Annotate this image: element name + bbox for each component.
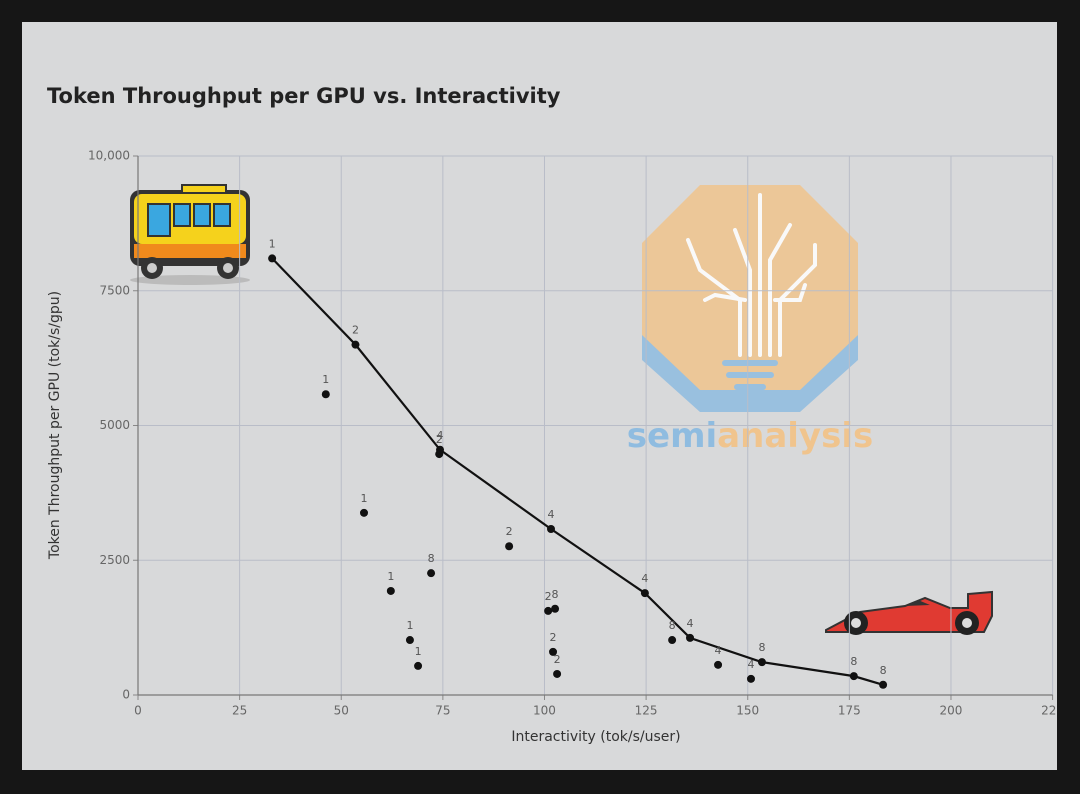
plot-area: 0 2500 5000 7500 10,000 0 25 50 75 100 125 150 175 20… (88, 149, 1064, 718)
data-point (757, 658, 766, 667)
point-label: 1 (322, 373, 329, 386)
point-label: 1 (269, 237, 276, 250)
data-point (268, 254, 277, 263)
point-label: 2 (436, 433, 443, 446)
point-label: 4 (437, 429, 444, 442)
watermark-logo (642, 185, 858, 412)
data-point (551, 604, 560, 613)
point-label: 4 (747, 658, 754, 671)
data-point (879, 680, 888, 689)
x-tick-label: 125 (635, 704, 658, 718)
point-label: 8 (669, 619, 676, 632)
x-tick-label: 75 (435, 704, 450, 718)
point-label: 1 (406, 619, 413, 632)
point-label: 4 (715, 644, 722, 657)
y-tick-label: 0 (122, 688, 130, 702)
data-point (714, 660, 723, 669)
data-point (668, 636, 677, 645)
watermark-text: semianalysis (627, 416, 873, 456)
data-point (386, 586, 395, 595)
data-point (405, 636, 414, 645)
x-tick-label: 50 (334, 704, 349, 718)
x-tick-label: 150 (736, 704, 759, 718)
point-label: 8 (758, 641, 765, 654)
watermark-part: analysis (717, 416, 873, 456)
data-point (746, 674, 755, 683)
watermark-part: semi (627, 416, 717, 456)
x-tick-label: 200 (940, 704, 963, 718)
point-label: 1 (387, 570, 394, 583)
y-tick-label: 5000 (99, 418, 130, 432)
data-point (640, 589, 649, 598)
x-tick-label: 100 (533, 704, 556, 718)
point-label: 1 (361, 492, 368, 505)
point-label: 8 (850, 655, 857, 668)
point-label: 4 (687, 617, 694, 630)
y-tick-label: 10,000 (88, 149, 130, 163)
data-point (849, 672, 858, 681)
data-point (427, 569, 436, 578)
point-label: 4 (641, 572, 648, 585)
data-point (553, 669, 562, 678)
point-label: 1 (415, 645, 422, 658)
data-point (351, 340, 360, 349)
y-axis-label: Token Throughput per GPU (tok/s/gpu) (47, 291, 63, 560)
x-tick-label: 25 (232, 704, 247, 718)
data-point (505, 542, 514, 551)
point-label: 2 (550, 631, 557, 644)
y-tick-label: 2500 (99, 553, 130, 567)
data-point (544, 606, 553, 615)
data-point (321, 390, 330, 399)
point-label: 4 (547, 508, 554, 521)
point-label: 2 (545, 590, 552, 603)
point-label: 8 (880, 664, 887, 677)
point-label: 2 (506, 525, 513, 538)
panel (22, 22, 1057, 770)
x-tick-label: 175 (838, 704, 861, 718)
data-point (360, 508, 369, 517)
point-label: 8 (428, 552, 435, 565)
x-tick-label: 0 (134, 704, 142, 718)
bus-icon (130, 184, 250, 285)
data-point (686, 633, 695, 642)
y-tick-label: 7500 (99, 283, 130, 297)
data-point (546, 524, 555, 533)
point-label: 2 (352, 324, 359, 337)
x-axis-label: Interactivity (tok/s/user) (511, 729, 680, 745)
x-tick-label: 225 (1041, 704, 1064, 718)
chart-title: Token Throughput per GPU vs. Interactivi… (47, 84, 561, 108)
point-label: 2 (554, 653, 561, 666)
data-point (414, 661, 423, 670)
data-point (435, 450, 444, 459)
point-label: 8 (552, 588, 559, 601)
data-point (549, 647, 558, 656)
